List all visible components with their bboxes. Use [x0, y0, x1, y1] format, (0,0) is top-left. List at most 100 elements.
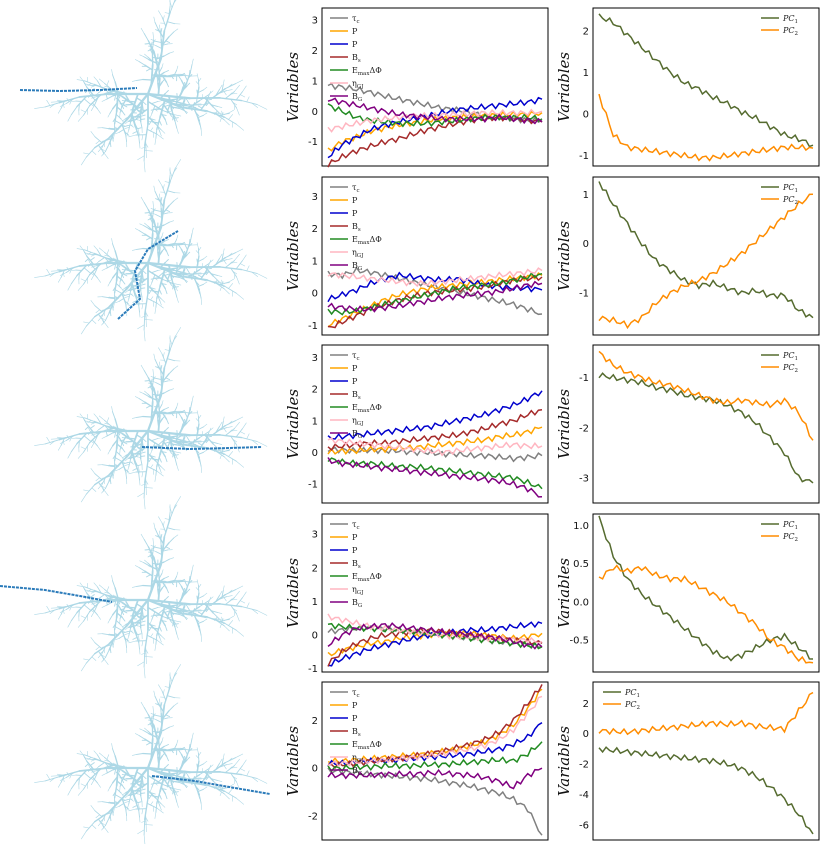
tree-branch — [176, 571, 179, 577]
tree-branch — [150, 47, 156, 56]
tree-branch — [133, 291, 138, 298]
tree-branch — [155, 292, 162, 299]
tree-branch — [170, 106, 180, 109]
tree-branch — [98, 593, 106, 600]
tree-branch — [122, 286, 127, 291]
tree-branch — [108, 127, 114, 130]
tree-branch — [232, 270, 237, 275]
tree-branch — [184, 602, 188, 608]
tree-branch — [168, 368, 175, 375]
svg-text:P: P — [352, 196, 358, 205]
tree-branch — [125, 288, 131, 294]
svg-text:τc: τc — [352, 520, 360, 531]
tree-branch — [211, 449, 220, 451]
tree-branch — [182, 99, 186, 106]
tree-branch — [123, 765, 127, 771]
tree-branch — [149, 791, 156, 795]
tree-branch — [197, 451, 204, 456]
tree-branch — [206, 267, 213, 270]
river-network-tree — [19, 0, 268, 173]
tree-branch — [140, 627, 143, 635]
tree-branch — [156, 228, 160, 234]
tree-branch — [168, 435, 178, 438]
tree-branch — [184, 265, 188, 271]
tree-branch — [218, 113, 224, 117]
svg-text:BG: BG — [352, 766, 362, 777]
tree-branch — [170, 612, 180, 615]
tree-branch — [163, 239, 169, 242]
tree-branch — [223, 793, 230, 800]
tree-branch — [235, 428, 243, 438]
tree-branch — [158, 404, 163, 411]
tree-branch — [215, 595, 220, 603]
tree-branch — [161, 283, 167, 285]
tree-branch — [155, 460, 162, 467]
tree-branch — [155, 366, 160, 369]
tree-branch — [91, 441, 95, 449]
tree-branch — [122, 791, 127, 796]
tree-branch — [87, 750, 89, 757]
tree-branch — [156, 583, 159, 590]
tree-branch — [143, 393, 150, 398]
tree-branch — [124, 805, 130, 810]
tree-branch — [156, 751, 159, 758]
tree-branch — [232, 775, 237, 780]
tree-branch — [240, 263, 246, 267]
tree-branch — [197, 584, 200, 594]
tree-branch — [44, 439, 60, 445]
tree-branch — [171, 621, 175, 626]
tree-branch — [129, 283, 139, 290]
y-tick-label: 0 — [312, 448, 318, 459]
tree-branch — [125, 807, 128, 816]
series-line-EmaxΔΦ — [327, 272, 543, 316]
tree-branch — [191, 732, 194, 740]
tree-branch — [139, 391, 144, 394]
tree-branch — [46, 605, 51, 612]
tree-branch — [191, 395, 194, 403]
tree-branch — [172, 786, 177, 793]
tree-branch — [182, 605, 186, 612]
tree-branch — [256, 778, 268, 784]
legend-entry: τc — [330, 520, 360, 531]
tree-branch — [84, 754, 95, 759]
tree-branch — [201, 431, 203, 437]
tree-branch — [155, 29, 160, 32]
y-tick-label: 2 — [312, 716, 318, 727]
tree-branch — [57, 277, 62, 283]
tree-branch — [95, 140, 100, 144]
y-tick-label: 2 — [583, 699, 589, 710]
tree-branch — [126, 635, 129, 643]
svg-text:PC2: PC2 — [782, 532, 798, 543]
tree-branch — [161, 185, 167, 196]
tree-branch — [157, 749, 161, 758]
tree-branch — [195, 280, 200, 286]
tree-branch — [155, 719, 163, 723]
tree-branch — [246, 265, 250, 272]
tree-branch — [157, 412, 161, 421]
tree-branch — [119, 439, 125, 442]
tree-branch — [153, 39, 156, 44]
tree-branch — [208, 764, 212, 771]
tree-branch — [212, 612, 220, 620]
tree-branch — [151, 779, 156, 789]
tree-branch — [90, 600, 96, 607]
tree-branch — [90, 254, 96, 257]
tree-branch — [160, 129, 166, 134]
tree-branch — [104, 480, 110, 489]
tree-branch — [56, 268, 63, 271]
tree-branch — [224, 116, 237, 125]
tree-branch — [95, 814, 100, 819]
tree-branch — [156, 414, 159, 421]
tree-branch — [230, 604, 238, 615]
tree-branch — [149, 454, 156, 458]
y-axis-label: Variables — [284, 389, 302, 460]
tree-branch — [159, 24, 161, 32]
tree-branch — [128, 793, 135, 796]
tree-branch — [206, 772, 213, 775]
tree-branch — [187, 74, 193, 79]
tree-branch — [198, 431, 209, 439]
tree-branch — [230, 435, 238, 446]
tree-branch — [104, 254, 110, 257]
